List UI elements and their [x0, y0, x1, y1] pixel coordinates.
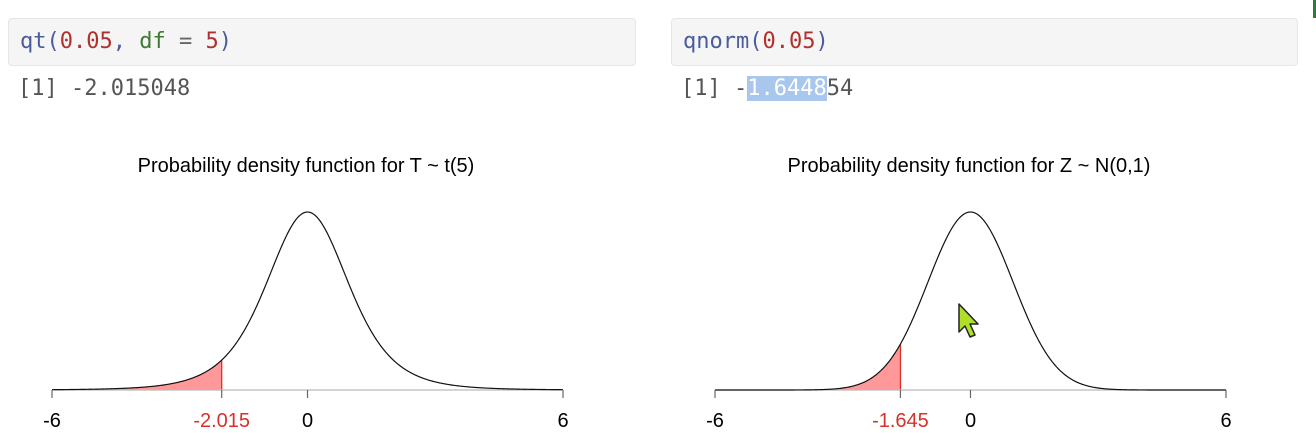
- code-paren-close: ): [815, 29, 829, 54]
- x-tick-label: 0: [965, 410, 976, 432]
- scrollbar-marker: [1313, 0, 1316, 18]
- code-arg-df: 5: [205, 29, 219, 54]
- code-comma: ,: [112, 29, 140, 54]
- code-paren-close: ): [218, 29, 232, 54]
- density-curve: [51, 211, 564, 391]
- code-output-qt: [1] -2.015048: [18, 72, 190, 106]
- output-value: -2.015048: [70, 76, 191, 101]
- code-cell-qt[interactable]: qt(0.05, df = 5): [8, 18, 636, 66]
- chart-title: Probability density function for Z ~ N(0…: [788, 155, 1151, 177]
- output-index: [1]: [681, 76, 734, 101]
- x-tick-label: 6: [1220, 410, 1231, 432]
- code-cell-qnorm[interactable]: qnorm(0.05): [671, 18, 1298, 66]
- x-tick-label: -6: [43, 410, 61, 432]
- code-arg-probability: 0.05: [762, 29, 816, 54]
- output-minus: -: [733, 76, 748, 101]
- code-arg-probability: 0.05: [59, 29, 113, 54]
- plot-area: -6 0 6 -2.015: [43, 211, 569, 432]
- normal-density-chart: Probability density function for Z ~ N(0…: [706, 155, 1232, 432]
- chart-title: Probability density function for T ~ t(5…: [138, 155, 475, 177]
- code-function-name: qnorm: [683, 29, 750, 54]
- plot-area: -6 0 6 -1.645: [706, 211, 1232, 432]
- x-tick-label: 6: [557, 410, 568, 432]
- code-output-qnorm[interactable]: [1] -1.644854: [681, 72, 853, 106]
- output-value-rest: 54: [826, 76, 854, 101]
- critical-value-label: -1.645: [872, 410, 929, 432]
- code-equals: =: [165, 29, 206, 54]
- t-density-chart: Probability density function for T ~ t(5…: [43, 155, 569, 432]
- selected-text[interactable]: 1.6448: [747, 76, 827, 101]
- output-index: [1]: [18, 76, 71, 101]
- mouse-cursor-icon: [958, 303, 979, 338]
- code-function-name: qt: [20, 29, 47, 54]
- shaded-tail-area: [715, 343, 901, 390]
- code-arg-name: df: [139, 29, 166, 54]
- code-paren-open: (: [749, 29, 763, 54]
- critical-value-label: -2.015: [193, 410, 250, 432]
- code-paren-open: (: [46, 29, 60, 54]
- shaded-tail-area: [52, 360, 222, 390]
- x-tick-label: 0: [302, 410, 313, 432]
- density-curve: [715, 211, 1226, 391]
- x-tick-label: -6: [706, 410, 724, 432]
